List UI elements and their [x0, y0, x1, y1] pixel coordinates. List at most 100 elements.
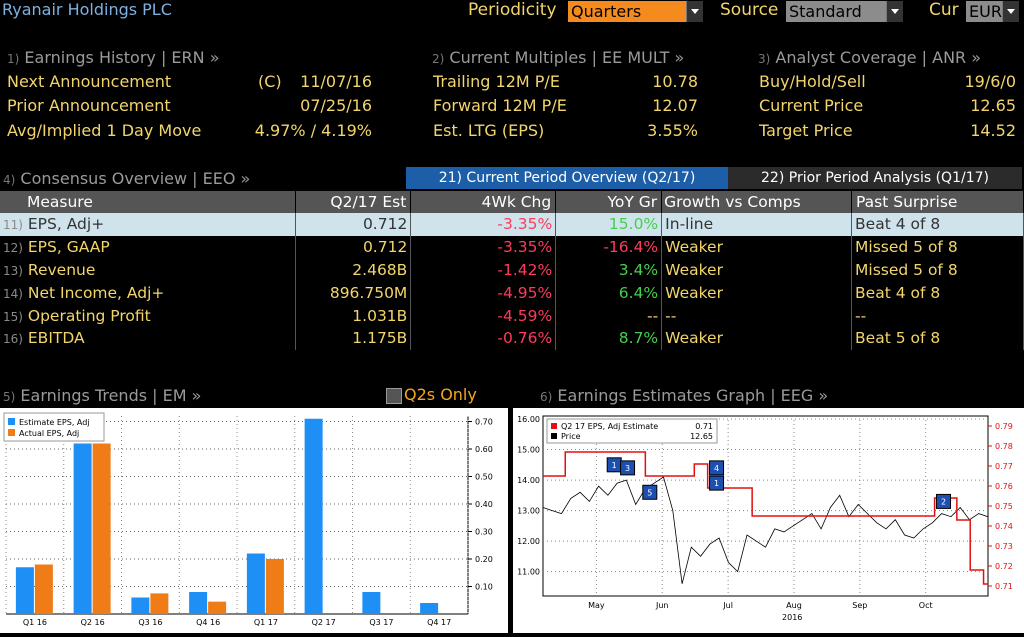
next-announcement-flag: (C) [258, 72, 282, 91]
periodicity-value: Quarters [571, 2, 642, 21]
avg-move-label: Avg/Implied 1 Day Move [7, 121, 202, 140]
event-marker [936, 493, 951, 509]
measure-cell: Revenue [27, 260, 96, 279]
x-tick-label: Q3 16 [138, 618, 162, 627]
buy-hold-sell-value: 19/6/0 [964, 72, 1017, 91]
table-row[interactable]: 13) Revenue 2.468B -1.42% 3.4% Weaker Mi… [0, 258, 1024, 282]
current-price-value: 12.65 [970, 96, 1016, 115]
col-yoy-gr[interactable]: YoY Gr [555, 191, 663, 213]
chevron-down-icon [886, 1, 903, 22]
event-marker [620, 460, 636, 476]
source-dropdown[interactable]: Standard [786, 1, 903, 22]
earnings-estimates-line-chart: 11.00 12.00 13.00 14.00 15.00 16.00 0.71 0.72 0.… [517, 415, 1013, 622]
legend-label: Actual EPS, Adj [19, 429, 79, 438]
analyst-coverage-header[interactable]: 3) Analyst Coverage | ANR » [758, 48, 982, 67]
target-price-value: 14.52 [970, 121, 1016, 140]
source-label: Source [720, 0, 779, 20]
table-row[interactable]: 16) EBITDA 1.175B -0.76% 8.7% Weaker Bea… [0, 326, 1024, 350]
est-cell: 2.468B [295, 258, 412, 282]
measure-cell: EBITDA [27, 329, 85, 348]
table-row[interactable]: 15) Operating Profit 1.031B -4.59% -- --… [0, 304, 1024, 327]
earnings-trends-chart-panel: 0.10 0.20 0.30 0.40 0.50 0.60 0.70 Q1 16 Q2 16 Q3… [0, 408, 508, 633]
tab-prior-period[interactable]: 22) Prior Period Analysis (Q1/17) [728, 167, 1022, 189]
x-tick-label: Aug [786, 601, 802, 610]
est-cell: 0.712 [295, 235, 412, 259]
bar-estimate [131, 597, 150, 614]
event-marker-label: 1 [612, 461, 617, 470]
growth-cell: Weaker [661, 258, 853, 282]
right-tick-label: 0.77 [995, 462, 1013, 471]
next-announcement-label: Next Announcement [7, 72, 172, 91]
chevron-down-icon [686, 1, 703, 22]
estimate-series-line [543, 451, 988, 585]
q2s-only-label[interactable]: Q2s Only [404, 385, 477, 404]
event-marker-label: 4 [714, 464, 719, 473]
x-tick-label: Q2 16 [81, 618, 105, 627]
consensus-overview-title: Consensus Overview | EEO » [20, 169, 251, 188]
right-tick-label: 0.73 [995, 542, 1013, 551]
legend-label: Q2 17 EPS, Adj Estimate [561, 422, 658, 431]
consensus-table: Measure Q2/17 Est 4Wk Chg YoY Gr Growth … [0, 191, 1024, 350]
right-tick-label: 0.74 [995, 522, 1013, 531]
col-4wk-chg[interactable]: 4Wk Chg [410, 191, 557, 213]
x-tick-label: Q2 17 [312, 618, 336, 627]
earnings-trends-header[interactable]: 5) Earnings Trends | EM » [3, 386, 202, 405]
currency-dropdown[interactable]: EUR [966, 1, 1019, 22]
table-row[interactable]: 12) EPS, GAAP 0.712 -3.35% -16.4% Weaker… [0, 235, 1024, 259]
current-multiples-title: Current Multiples | EE MULT » [449, 48, 685, 67]
trailing-pe-value: 10.78 [652, 72, 698, 91]
legend-swatch [8, 429, 15, 436]
event-marker-label: 5 [647, 488, 652, 497]
measure-cell: EPS, Adj+ [27, 215, 105, 234]
legend-swatch [8, 418, 15, 425]
x-tick-label: Q1 17 [254, 618, 278, 627]
x-tick-label: Sep [852, 601, 867, 610]
forward-pe-value: 12.07 [652, 96, 698, 115]
surprise-cell: Beat 5 of 8 [851, 326, 1024, 350]
surprise-cell: Beat 4 of 8 [851, 281, 1024, 305]
ltg-eps-label: Est. LTG (EPS) [433, 121, 545, 140]
target-price-label: Target Price [759, 121, 853, 140]
est-cell: 896.750M [295, 281, 412, 305]
right-tick-label: 0.76 [995, 482, 1013, 491]
earnings-trends-bar-chart: 0.10 0.20 0.30 0.40 0.50 0.60 0.70 Q1 16 Q2 16 Q3… [3, 412, 493, 627]
event-marker-label: 3 [625, 464, 630, 473]
right-tick-label: 0.79 [995, 422, 1013, 431]
col-est[interactable]: Q2/17 Est [295, 191, 412, 213]
growth-cell: Weaker [661, 281, 853, 305]
bar-estimate [189, 592, 208, 614]
estimates-graph-header[interactable]: 6) Earnings Estimates Graph | EEG » [540, 386, 829, 405]
legend-label: Estimate EPS, Adj [19, 418, 90, 427]
legend-swatch [551, 433, 557, 439]
event-marker [642, 484, 658, 500]
earnings-history-header[interactable]: 1) Earnings History | ERN » [7, 48, 220, 67]
consensus-overview-header[interactable]: 4) Consensus Overview | EEO » [3, 169, 251, 188]
table-row[interactable]: 11) EPS, Adj+ 0.712 -3.35% 15.0% In-line… [0, 213, 1024, 236]
bar-actual [92, 443, 111, 614]
trailing-pe-label: Trailing 12M P/E [433, 72, 560, 91]
company-name: Ryanair Holdings PLC [2, 0, 172, 19]
current-multiples-header[interactable]: 2) Current Multiples | EE MULT » [432, 48, 685, 67]
periodicity-dropdown[interactable]: Quarters [568, 1, 703, 22]
legend-label: Price [561, 432, 581, 441]
x-tick-label: Q4 17 [427, 618, 451, 627]
col-measure[interactable]: Measure [0, 191, 297, 213]
chg-cell: -0.76% [410, 326, 557, 350]
col-growth-vs-comps[interactable]: Growth vs Comps [661, 191, 853, 213]
x-axis-label: 2016 [782, 613, 802, 622]
left-tick-label: 15.00 [517, 446, 540, 455]
yoy-cell: -- [555, 304, 663, 327]
tab-current-period[interactable]: 21) Current Period Overview (Q2/17) [406, 167, 728, 189]
bar-actual [150, 593, 169, 614]
col-past-surprise[interactable]: Past Surprise [851, 191, 1024, 213]
legend-value: 0.71 [695, 422, 713, 431]
prior-announcement-label: Prior Announcement [7, 96, 171, 115]
table-row[interactable]: 14) Net Income, Adj+ 896.750M -4.95% 6.4… [0, 281, 1024, 305]
bar-estimate [362, 592, 381, 614]
left-tick-label: 11.00 [517, 568, 540, 577]
measure-cell: Net Income, Adj+ [27, 283, 165, 302]
bar-actual [34, 564, 53, 614]
yoy-cell: -16.4% [555, 235, 663, 259]
q2s-only-checkbox[interactable] [386, 388, 402, 404]
bar-estimate [420, 603, 439, 614]
